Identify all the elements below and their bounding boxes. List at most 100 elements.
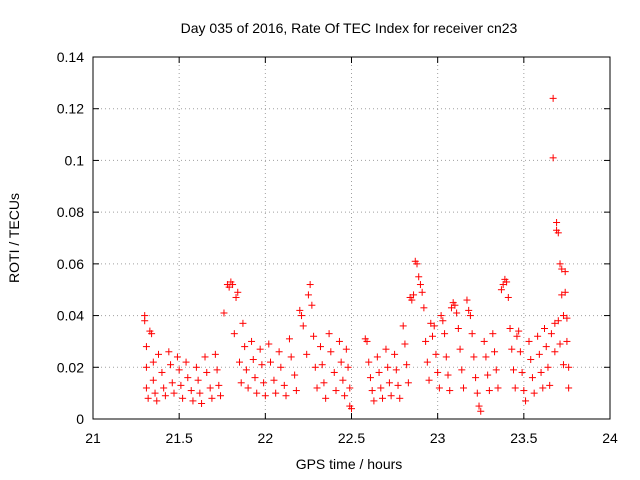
data-point xyxy=(492,366,500,374)
data-point xyxy=(217,392,225,400)
data-point xyxy=(192,363,200,371)
x-tick-label: 23 xyxy=(430,430,446,446)
data-point xyxy=(482,353,490,361)
data-point xyxy=(299,322,307,330)
data-point xyxy=(547,330,555,338)
data-point xyxy=(282,392,290,400)
data-point xyxy=(201,353,209,361)
data-point xyxy=(466,312,474,320)
data-point xyxy=(310,332,318,340)
data-point xyxy=(265,340,273,348)
data-point xyxy=(446,387,454,395)
data-point xyxy=(399,322,407,330)
data-point xyxy=(229,281,237,289)
data-point xyxy=(453,309,461,317)
data-point xyxy=(308,301,316,309)
data-point xyxy=(441,330,449,338)
data-point xyxy=(551,348,559,356)
data-point xyxy=(318,361,326,369)
data-point xyxy=(248,337,256,345)
data-point xyxy=(258,361,266,369)
x-tick-label: 23.5 xyxy=(510,430,537,446)
data-point xyxy=(277,363,285,371)
data-point xyxy=(304,291,312,299)
data-point xyxy=(230,330,238,338)
data-point xyxy=(158,368,166,376)
y-axis-label: ROTI / TECUs xyxy=(6,193,22,283)
data-point xyxy=(280,381,288,389)
data-point xyxy=(392,366,400,374)
data-point xyxy=(413,260,421,268)
data-point xyxy=(535,350,543,358)
x-tick-label: 21.5 xyxy=(166,430,193,446)
data-point xyxy=(477,407,485,415)
data-point xyxy=(368,387,376,395)
data-point xyxy=(428,332,436,340)
data-point xyxy=(473,389,481,397)
data-point xyxy=(491,348,499,356)
data-point xyxy=(554,229,562,237)
data-point xyxy=(516,348,524,356)
data-point xyxy=(422,337,430,345)
data-point xyxy=(313,384,321,392)
data-point xyxy=(432,350,440,358)
data-point xyxy=(537,368,545,376)
data-point xyxy=(142,384,150,392)
y-tick-label: 0.08 xyxy=(57,204,84,220)
data-point xyxy=(497,286,505,294)
data-point xyxy=(515,327,523,335)
data-point xyxy=(437,312,445,320)
data-point xyxy=(235,358,243,366)
data-point xyxy=(244,384,252,392)
data-point xyxy=(327,348,335,356)
data-point xyxy=(251,374,259,382)
data-point xyxy=(472,374,480,382)
data-point xyxy=(563,337,571,345)
chart-title: Day 035 of 2016, Rate Of TEC Index for r… xyxy=(181,20,518,36)
data-point xyxy=(556,340,564,348)
data-point xyxy=(401,340,409,348)
data-point xyxy=(528,374,536,382)
data-point xyxy=(253,389,261,397)
y-tick-label: 0.1 xyxy=(65,152,85,168)
data-point xyxy=(275,348,283,356)
data-point xyxy=(561,268,569,276)
data-point xyxy=(366,374,374,382)
data-point xyxy=(480,337,488,345)
data-point xyxy=(463,296,471,304)
data-point xyxy=(549,154,557,162)
data-point xyxy=(403,361,411,369)
data-point xyxy=(542,343,550,351)
data-point xyxy=(442,353,450,361)
data-point xyxy=(565,384,573,392)
data-point xyxy=(234,288,242,296)
data-point xyxy=(175,366,183,374)
data-point xyxy=(344,363,352,371)
data-point xyxy=(292,387,300,395)
data-point xyxy=(520,387,528,395)
data-point xyxy=(249,356,257,364)
data-point xyxy=(504,293,512,301)
data-point xyxy=(144,394,152,402)
data-point xyxy=(377,384,385,392)
data-point xyxy=(546,381,554,389)
y-tick-label: 0.02 xyxy=(57,359,84,375)
data-point xyxy=(518,368,526,376)
data-point xyxy=(316,343,324,351)
data-point xyxy=(213,366,221,374)
data-point xyxy=(154,350,162,358)
data-point xyxy=(179,394,187,402)
x-tick-label: 22 xyxy=(258,430,274,446)
data-point xyxy=(525,337,533,345)
data-point xyxy=(337,358,345,366)
data-point xyxy=(454,325,462,332)
data-point xyxy=(394,381,402,389)
data-point xyxy=(341,392,349,400)
data-point xyxy=(544,363,552,371)
data-point xyxy=(468,330,476,338)
data-point xyxy=(215,381,223,389)
data-point xyxy=(365,358,373,366)
x-tick-label: 21 xyxy=(85,430,101,446)
data-point xyxy=(322,394,330,402)
data-point xyxy=(465,306,473,314)
